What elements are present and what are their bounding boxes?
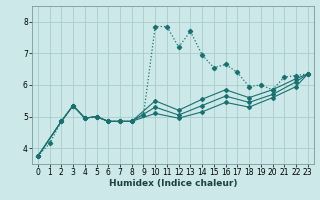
X-axis label: Humidex (Indice chaleur): Humidex (Indice chaleur): [108, 179, 237, 188]
